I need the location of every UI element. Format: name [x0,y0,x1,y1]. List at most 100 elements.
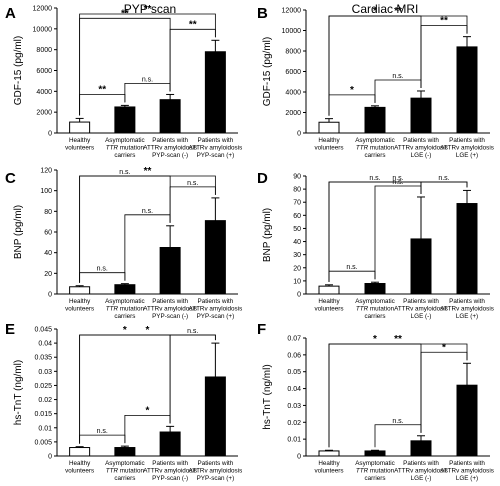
y-tick-label: 0 [48,454,52,461]
category-label: LGE (+) [456,475,478,482]
bar [318,121,340,134]
significance-label: n.s. [142,208,153,215]
y-tick-label: 0 [297,292,301,299]
category-label: volunteers [314,468,343,475]
bar [364,106,386,134]
y-tick-label: 0 [48,292,52,299]
significance-label: ** [394,6,402,17]
significance-label: ** [144,4,152,15]
y-tick-label: 10000 [282,28,302,35]
y-axis-label: hs-TnT (ng/ml) [262,364,273,429]
category-label: carriers [365,152,386,159]
y-tick-label: 0 [297,131,301,138]
significance-label: n.s. [369,175,380,182]
category-label: ATTRv amyloidosis [394,468,448,475]
chart-panel-d: D 0 10 20 30 40 50 60 70 80 90 BNP (pg/ml) Healthyvo… [257,170,494,320]
significance-bracket [79,272,126,283]
category-label: ATTRv amyloidosis [188,306,242,313]
category-label: Asymptomatic [105,137,145,144]
category-label: Patients with [152,137,188,144]
significance-label: * [442,342,446,353]
category-label: Asymptomatic [355,298,395,305]
y-axis-label: hs-TnT (ng/ml) [13,360,24,425]
category-label-rest: mutation [368,468,394,475]
bar [410,97,432,134]
category-label: PYP-scan (+) [197,475,235,482]
y-tick-label: 0.045 [34,327,52,334]
category-label: Healthy [69,460,91,467]
y-tick-label: 0.07 [287,336,301,343]
y-tick-label: 0.02 [287,420,301,427]
significance-bracket [420,181,468,194]
significance-label: * [373,6,377,17]
category-label-italic: TTR [356,306,369,313]
y-tick-label: 20 [293,265,301,272]
bar [364,283,386,295]
significance-label: n.s. [119,169,130,176]
y-tick-label: 8000 [285,49,301,56]
y-tick-label: 0.035 [34,355,52,362]
significance-label: ** [440,16,448,27]
y-tick-label: 0.04 [38,341,52,348]
y-tick-label: 0.03 [38,369,52,376]
category-label: PYP-scan (-) [152,475,188,482]
category-label: PYP-scan (-) [152,313,188,320]
category-label: PYP-scan (+) [197,313,235,320]
y-tick-label: 0.06 [287,352,301,359]
y-tick-label: 0.005 [34,439,52,446]
category-label: carriers [114,152,135,159]
category-label-rest: mutation [118,306,144,313]
category-label: LGE (+) [456,313,478,320]
y-tick-label: 8000 [36,47,52,54]
category-label: Patients with [449,298,485,305]
bar [410,440,432,457]
bar [456,384,478,457]
y-axis-label: GDF-15 (pg/ml) [13,36,24,105]
y-axis-label: GDF-15 (pg/ml) [262,37,273,106]
category-label: Healthy [69,137,91,144]
bar [114,284,136,295]
bar [410,238,432,295]
significance-label: n.s. [392,179,403,186]
panel-label: E [5,321,15,338]
category-label: carriers [365,475,386,482]
bar [69,447,91,457]
category-label: Patients with [152,460,188,467]
y-axis-label: BNP (pg/ml) [262,208,273,262]
y-tick-label: 40 [293,239,301,246]
category-label: ATTRv amyloidosis [440,145,494,152]
category-label: ATTRv amyloidosis [188,145,242,152]
y-tick-label: 70 [293,200,301,207]
y-tick-label: 80 [293,187,301,194]
category-label: ATTRv amyloidosis [143,468,197,475]
category-label: TTR mutation [106,306,145,313]
chart-panel-f: F 0 0.01 0.02 0.03 0.04 0.05 0.06 0.07 hs-TnT (ng… [257,321,494,482]
category-label: carriers [114,313,135,320]
y-tick-label: 6000 [36,68,52,75]
category-label: Patients with [198,298,234,305]
category-label: Healthy [69,298,91,305]
significance-label: n.s. [438,175,449,182]
bar [456,203,478,295]
significance-bracket [79,434,126,444]
y-tick-label: 2000 [285,110,301,117]
category-label: LGE (-) [411,152,432,159]
y-tick-label: 0 [48,131,52,138]
bar [456,46,478,134]
category-label: TTR mutation [356,145,395,152]
y-tick-label: 0.025 [34,383,52,390]
category-label: Patients with [449,137,485,144]
significance-bracket [79,334,216,444]
category-label: TTR mutation [106,145,145,152]
category-label: Asymptomatic [105,460,145,467]
category-label: carriers [114,475,135,482]
category-label-italic: TTR [106,145,119,152]
bar [204,220,226,295]
category-label: volunteers [65,468,94,475]
category-label: ATTRv amyloidosis [143,306,197,313]
y-tick-label: 0.04 [287,386,301,393]
significance-label: n.s. [142,76,153,83]
category-label: Patients with [403,298,439,305]
y-tick-label: 4000 [285,90,301,97]
y-tick-label: 20 [44,271,52,278]
